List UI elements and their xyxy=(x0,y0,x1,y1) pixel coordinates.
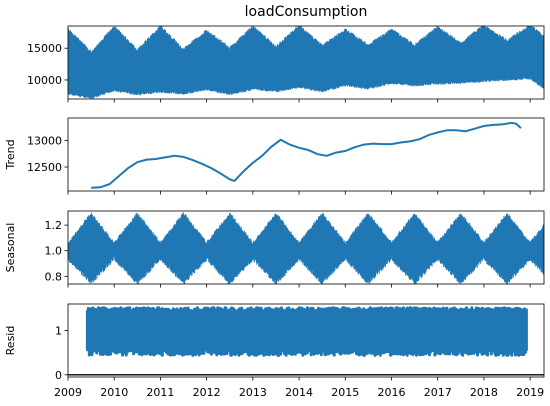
x-tick-label: 2011 xyxy=(146,386,174,399)
axes-frame xyxy=(67,25,545,100)
trend-line xyxy=(91,121,522,189)
axes-frame xyxy=(67,210,545,285)
x-tick-label: 2016 xyxy=(377,386,405,399)
x-tick-label: 2014 xyxy=(285,386,313,399)
observed-spikes xyxy=(68,26,544,99)
y-tick-label: 1.2 xyxy=(45,219,63,232)
x-tick-label: 2009 xyxy=(54,386,82,399)
figure-title: loadConsumption xyxy=(245,4,368,20)
y-tick-label: 12500 xyxy=(27,161,62,174)
x-tick-label: 2012 xyxy=(193,386,221,399)
y-axis-label: Trend xyxy=(4,139,17,170)
y-tick-label: 0 xyxy=(55,369,62,382)
y-tick-label: 10000 xyxy=(27,74,62,87)
x-tick-label: 2015 xyxy=(331,386,359,399)
axes-frame xyxy=(67,117,545,192)
y-tick-label: 13000 xyxy=(27,134,62,147)
observed-panel: 10000 15000 xyxy=(27,25,545,103)
x-tick-labels: 2009 2010 2011 2012 2013 2014 2015 2016 2017 2018… xyxy=(54,386,544,399)
y-tick-label: 1.0 xyxy=(45,245,63,258)
x-tick-label: 2017 xyxy=(424,386,452,399)
y-tick-label: 0.8 xyxy=(45,270,63,283)
seasonal-panel: 0.8 1.0 1.2 Seasonal xyxy=(4,210,545,288)
seasonal-spikes xyxy=(68,212,544,284)
x-tick-label: 2019 xyxy=(516,386,544,399)
resid-scatter-edge xyxy=(85,306,528,357)
y-axis-label: Resid xyxy=(4,326,17,356)
x-tick-label: 2018 xyxy=(470,386,498,399)
axes-frame xyxy=(67,303,545,378)
trend-panel: 12500 13000 Trend xyxy=(4,117,545,195)
x-tick-label: 2013 xyxy=(239,386,267,399)
x-tick-label: 2010 xyxy=(100,386,128,399)
y-tick-label: 1 xyxy=(55,325,62,338)
resid-panel: 0 1 Resid xyxy=(4,303,545,382)
y-tick-label: 15000 xyxy=(27,42,62,55)
y-axis-label: Seasonal xyxy=(4,223,17,273)
